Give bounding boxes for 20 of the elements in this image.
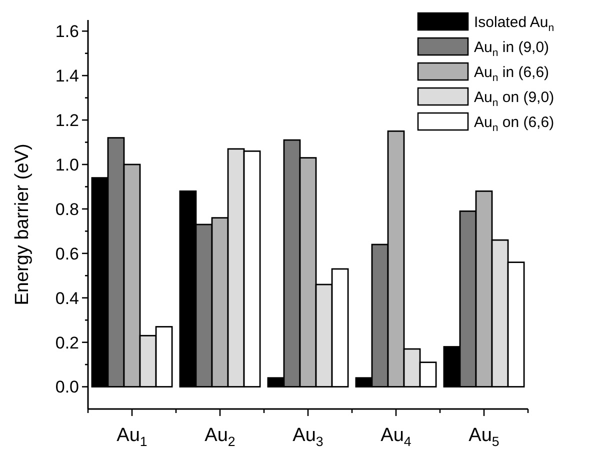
x-tick-label: Au$_{2}$ (204, 425, 236, 449)
legend-label: Au$_{n}$ in (6,6) (474, 64, 550, 84)
y-tick-label: 1.6 (55, 22, 79, 42)
x-tick-label: Au$_{3}$ (292, 425, 324, 449)
legend-label: Isolated Au$_{n}$ (474, 14, 554, 34)
y-tick-label: 1.4 (55, 66, 79, 86)
y-tick-label: 0.6 (55, 244, 79, 264)
y-axis-title: Energy barrier (eV) (12, 144, 33, 306)
legend-label: Au$_{n}$ on (9,0) (474, 89, 554, 109)
legend-label: Au$_{n}$ in (9,0) (474, 39, 550, 59)
y-tick-label: 1.2 (55, 110, 79, 130)
x-tick-label: Au$_{4}$ (380, 425, 412, 449)
y-tick-label: 0.4 (55, 288, 79, 308)
y-tick-label: 1.0 (55, 155, 79, 174)
y-tick-label: 0.8 (55, 200, 79, 219)
y-tick-label: 0.0 (55, 378, 79, 397)
x-tick-label: Au$_{5}$ (468, 425, 500, 449)
legend-label: Au$_{n}$ on (6,6) (474, 114, 554, 134)
y-tick-label: 0.2 (55, 333, 79, 352)
x-tick-label: Au$_{1}$ (116, 425, 148, 449)
